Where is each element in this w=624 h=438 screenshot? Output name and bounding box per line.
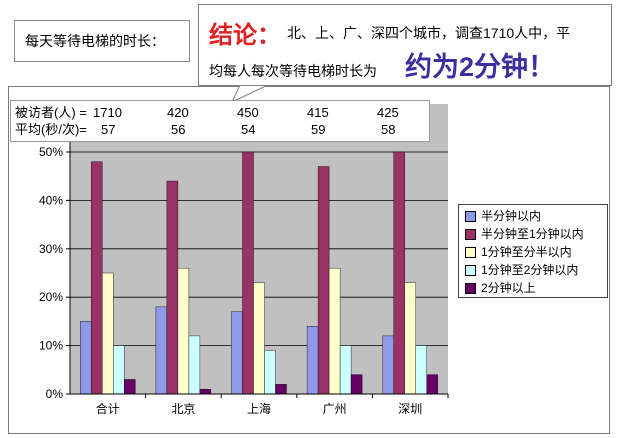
legend-item: 半分钟至1分钟以内 [465, 226, 584, 242]
x-tick-label: 合计 [96, 401, 120, 416]
bar [339, 345, 352, 395]
x-tick-label: 深圳 [398, 402, 422, 416]
bar [102, 272, 114, 395]
respondents-value: 1710 [93, 105, 122, 120]
y-tick-label: 10% [39, 339, 63, 353]
bar [393, 151, 405, 395]
y-tick-label: 20% [39, 290, 63, 304]
y-tick-label: 40% [39, 193, 63, 207]
average-value: 57 [101, 122, 116, 137]
x-tick-label: 北京 [171, 402, 195, 416]
legend-item: 1分钟至2分钟以内 [465, 262, 578, 278]
average-value: 58 [381, 122, 396, 137]
respondents-value: 450 [237, 105, 259, 120]
bar [166, 180, 179, 395]
bar [275, 384, 287, 395]
respondents-label: 被访者(人) = [15, 105, 87, 120]
y-tick-label: 50% [39, 145, 63, 159]
bar [199, 388, 212, 395]
bar [404, 282, 416, 395]
bar [113, 345, 125, 395]
conclusion-line-1: 北、上、广、深四个城市，调查1710人中，平 [287, 25, 571, 41]
respondents-value: 425 [377, 105, 399, 120]
bar [155, 306, 168, 395]
legend-label: 半分钟至1分钟以内 [481, 227, 584, 241]
question-text: 每天等待电梯的时长： [25, 33, 165, 49]
legend-item: 1分钟至分半以内 [465, 244, 572, 260]
chart-legend: 半分钟以内 半分钟至1分钟以内 1分钟至分半以内 1分钟至2分钟以内 2分钟以上 [458, 204, 608, 298]
bar [231, 311, 243, 395]
bar [317, 166, 330, 395]
bar [253, 282, 265, 395]
conclusion-line-2: 均每人每次等待电梯时长为 [209, 63, 377, 79]
legend-label: 2分钟以上 [481, 281, 536, 295]
y-tick-label: 0% [46, 387, 64, 401]
bar [382, 335, 394, 395]
legend-swatch [465, 283, 476, 295]
conclusion-heading: 结论： [209, 22, 281, 49]
y-tick-label: 30% [39, 242, 63, 256]
x-tick-label: 上海 [247, 401, 271, 416]
legend-label: 半分钟以内 [481, 209, 542, 223]
legend-swatch [465, 211, 476, 223]
legend-item: 2分钟以上 [465, 280, 536, 296]
average-value: 56 [171, 122, 186, 137]
x-tick-label: 广州 [323, 402, 347, 416]
bar [177, 267, 190, 395]
average-value: 54 [241, 122, 256, 137]
average-value: 59 [311, 122, 326, 137]
conclusion-callout: 结论： 北、上、广、深四个城市，调查1710人中，平 均每人每次等待电梯时长为 … [198, 4, 612, 86]
bar [264, 350, 276, 395]
legend-swatch [465, 247, 476, 259]
legend-item: 半分钟以内 [465, 208, 541, 224]
legend-swatch [465, 265, 476, 277]
stats-box: 被访者(人) = 1710 420 450 415 425 平均(秒/次)= 5… [10, 100, 430, 142]
bar [306, 326, 319, 395]
bar [328, 267, 341, 395]
respondents-value: 420 [167, 105, 189, 120]
question-label: 每天等待电梯的时长： [14, 20, 190, 62]
legend-label: 1分钟至2分钟以内 [481, 263, 579, 277]
legend-swatch [465, 229, 476, 241]
bar [426, 374, 438, 395]
conclusion-emphasis: 约为2分钟！ [405, 52, 556, 82]
bar [91, 161, 103, 395]
bar [242, 151, 254, 395]
bar [415, 345, 427, 395]
respondents-value: 415 [307, 105, 329, 120]
bar [80, 321, 92, 395]
bar [188, 335, 201, 395]
legend-label: 1分钟至分半以内 [481, 245, 572, 259]
average-label: 平均(秒/次)= [15, 122, 87, 137]
bar [350, 374, 363, 395]
bar [124, 379, 136, 395]
